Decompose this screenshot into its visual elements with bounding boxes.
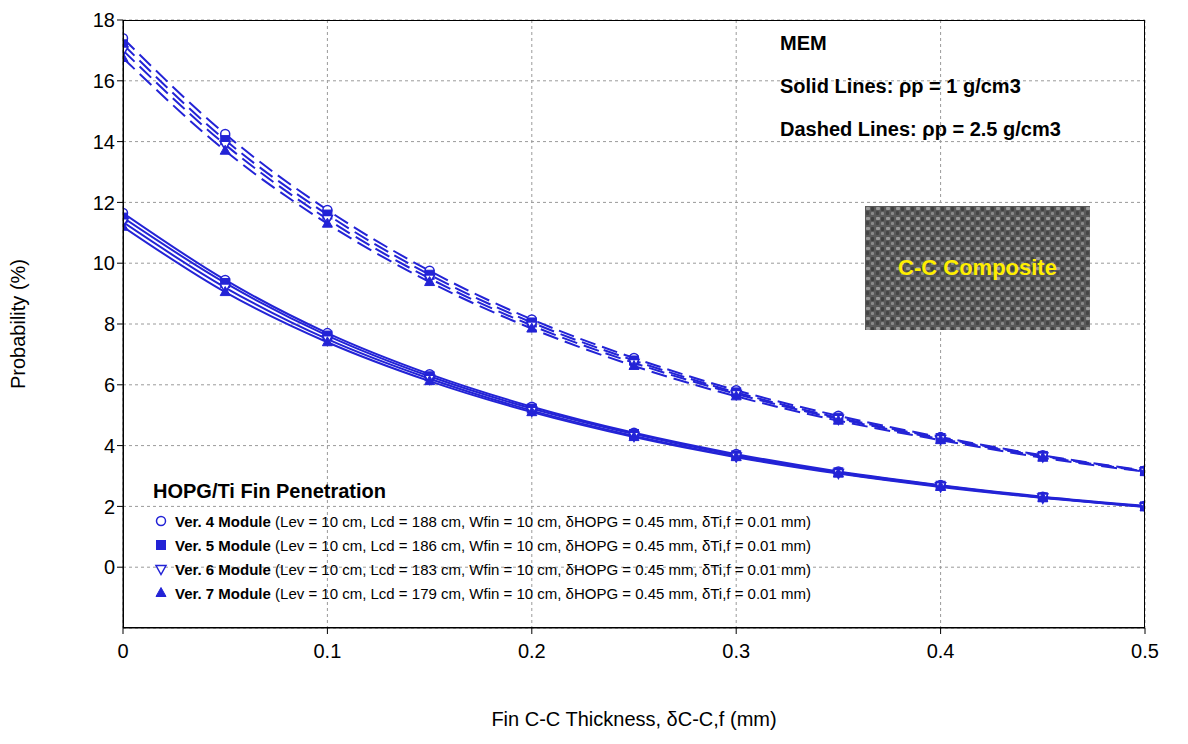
html-text:Solid Lines: ρp = 1 g/cm3: Solid Lines: ρp = 1 g/cm3 bbox=[780, 75, 1021, 97]
html-text:Ver. 4 Module (Lev = 10 cm, Lc: Ver. 4 Module (Lev = 10 cm, Lcd = 188 cm… bbox=[175, 512, 811, 530]
html-text:C-C Composite: C-C Composite bbox=[898, 255, 1057, 280]
svg-text:8: 8 bbox=[104, 313, 115, 335]
html-text:Ver. 7 Module (Lev = 10 cm, Lc: Ver. 7 Module (Lev = 10 cm, Lcd = 179 cm… bbox=[175, 584, 811, 602]
svg-text:12: 12 bbox=[93, 192, 115, 214]
svg-text:0.1: 0.1 bbox=[313, 640, 341, 662]
svg-text:14: 14 bbox=[93, 131, 115, 153]
svg-text:4: 4 bbox=[104, 435, 115, 457]
svg-text:Fin C-C Thickness, δC-C,f (mm): Fin C-C Thickness, δC-C,f (mm) bbox=[491, 708, 776, 730]
html-text:Ver. 6 Module (Lev = 10 cm, Lc: Ver. 6 Module (Lev = 10 cm, Lcd = 183 cm… bbox=[175, 560, 811, 578]
svg-text:0.5: 0.5 bbox=[1131, 640, 1159, 662]
svg-text:Probability (%): Probability (%) bbox=[7, 259, 29, 389]
svg-text:0.2: 0.2 bbox=[518, 640, 546, 662]
svg-text:18: 18 bbox=[93, 9, 115, 31]
svg-text:0: 0 bbox=[104, 556, 115, 578]
svg-text:0.3: 0.3 bbox=[722, 640, 750, 662]
svg-text:10: 10 bbox=[93, 252, 115, 274]
svg-text:16: 16 bbox=[93, 70, 115, 92]
svg-text:0.4: 0.4 bbox=[927, 640, 955, 662]
svg-text:2: 2 bbox=[104, 496, 115, 518]
html-text:Dashed Lines: ρp = 2.5 g/cm3: Dashed Lines: ρp = 2.5 g/cm3 bbox=[780, 118, 1061, 140]
html-text:MEM: MEM bbox=[780, 32, 827, 54]
html-text:Ver. 5 Module (Lev = 10 cm, Lc: Ver. 5 Module (Lev = 10 cm, Lcd = 186 cm… bbox=[175, 536, 811, 554]
html-text:HOPG/Ti Fin Penetration: HOPG/Ti Fin Penetration bbox=[153, 480, 386, 502]
svg-text:0: 0 bbox=[117, 640, 128, 662]
svg-text:6: 6 bbox=[104, 374, 115, 396]
